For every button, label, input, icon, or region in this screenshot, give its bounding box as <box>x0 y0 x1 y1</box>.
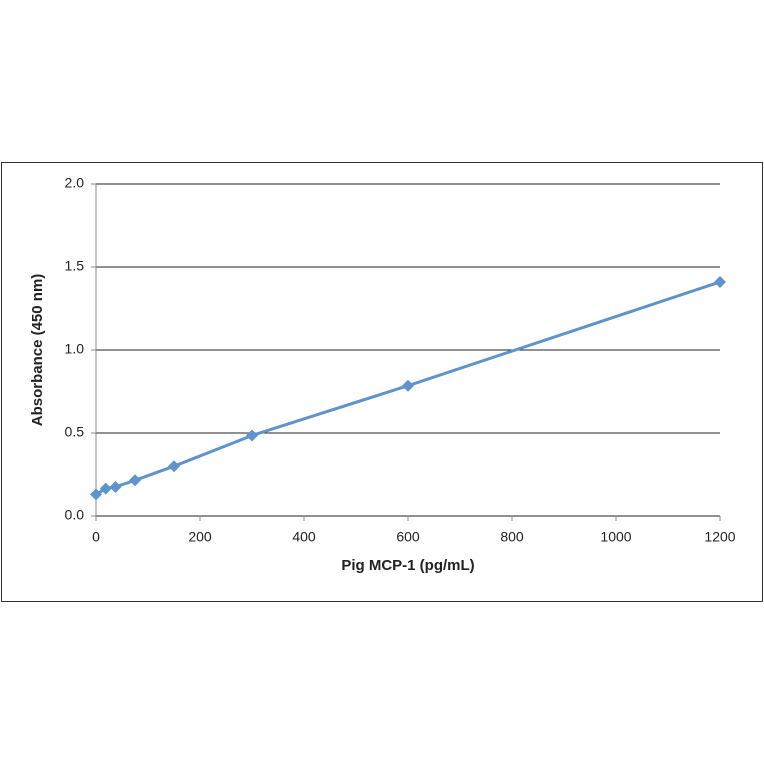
data-marker <box>109 480 122 493</box>
y-axis-title: Absorbance (450 nm) <box>29 274 46 427</box>
x-tick-label: 800 <box>500 529 524 545</box>
x-tick-label: 600 <box>396 529 420 545</box>
x-tick-label: 200 <box>188 529 212 545</box>
y-tick-label: 0.5 <box>65 424 85 440</box>
data-marker <box>714 275 726 288</box>
x-tick-label: 400 <box>292 529 316 545</box>
data-marker <box>90 488 102 501</box>
y-tick-label: 0.0 <box>65 507 85 523</box>
data-marker <box>402 379 414 392</box>
x-axis-title: Pig MCP-1 (pg/mL) <box>341 557 474 574</box>
y-tick-label: 1.5 <box>65 258 85 274</box>
data-marker <box>246 429 258 442</box>
data-marker <box>168 460 180 473</box>
y-tick-label: 1.0 <box>65 341 85 357</box>
data-marker <box>99 482 112 495</box>
x-tick-label: 1200 <box>704 529 735 545</box>
y-tick-label: 2.0 <box>65 175 85 191</box>
chart-border <box>1 162 763 602</box>
x-tick-label: 1000 <box>600 529 631 545</box>
x-tick-label: 0 <box>92 529 100 545</box>
data-marker <box>129 474 141 487</box>
